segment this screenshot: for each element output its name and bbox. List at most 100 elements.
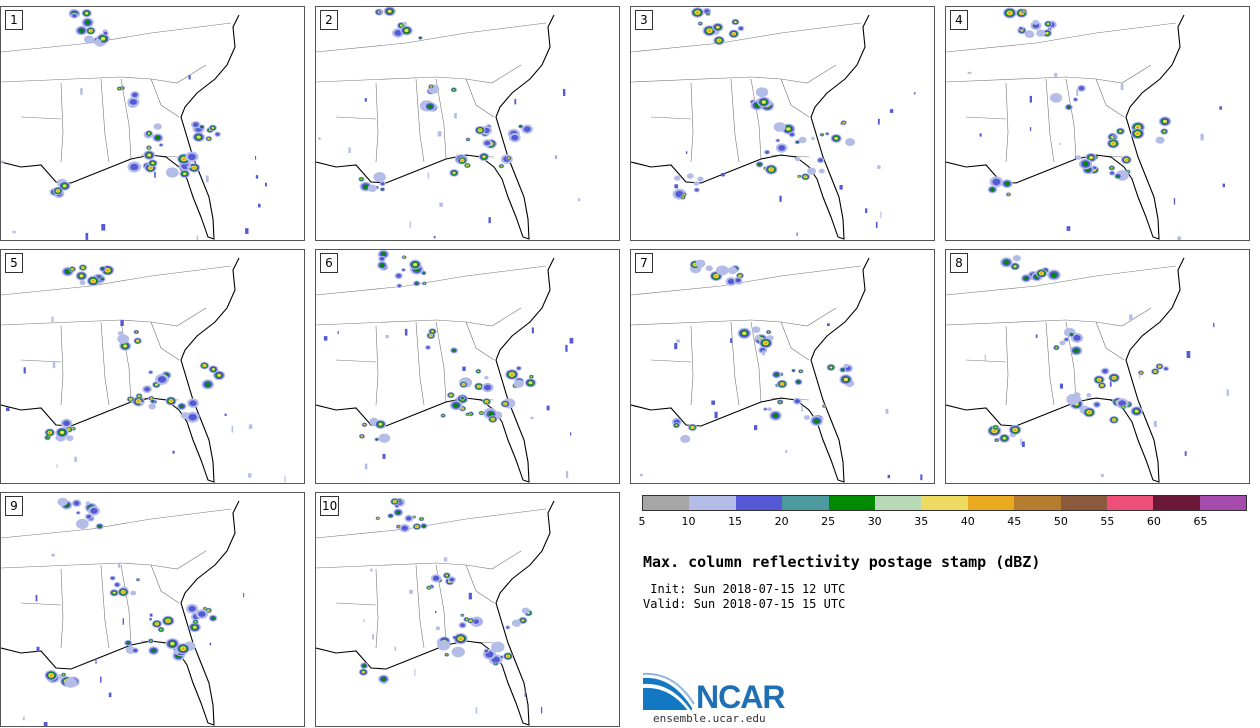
- reflectivity-speck: [364, 463, 368, 470]
- reflectivity-echo: [402, 268, 405, 271]
- reflectivity-echo: [48, 431, 52, 434]
- reflectivity-speck: [323, 336, 328, 341]
- reflectivity-speck: [531, 327, 534, 334]
- reflectivity-speck: [565, 471, 569, 478]
- state-border: [946, 307, 1152, 327]
- reflectivity-echo: [523, 126, 531, 132]
- reflectivity-echo: [138, 395, 141, 397]
- reflectivity-echo: [130, 590, 137, 596]
- reflectivity-echo: [437, 640, 451, 651]
- reflectivity-echo: [396, 273, 402, 278]
- reflectivity-echo: [826, 133, 828, 135]
- reflectivity-speck: [887, 474, 891, 479]
- member-number-label: 5: [5, 253, 23, 273]
- reflectivity-speck: [880, 211, 882, 219]
- reflectivity-echo: [1112, 376, 1116, 380]
- reflectivity-echo: [1046, 22, 1050, 25]
- reflectivity-echo: [148, 403, 156, 410]
- reflectivity-echo: [85, 501, 91, 505]
- reflectivity-echo: [735, 278, 741, 283]
- reflectivity-echo: [699, 22, 702, 25]
- reflectivity-echo: [842, 121, 845, 124]
- reflectivity-echo: [378, 422, 383, 426]
- reflectivity-echo: [1007, 11, 1012, 15]
- reflectivity-echo: [780, 382, 784, 386]
- reflectivity-echo: [404, 28, 409, 33]
- reflectivity-echo: [144, 386, 151, 392]
- colorbar-tick-label: 55: [1100, 515, 1115, 528]
- reflectivity-echo: [757, 163, 762, 166]
- reflectivity-echo: [794, 156, 801, 162]
- reflectivity-echo: [445, 654, 448, 656]
- state-border: [750, 78, 762, 160]
- reflectivity-echo: [85, 11, 89, 15]
- reflectivity-echo: [466, 413, 469, 415]
- reflectivity-echo: [181, 647, 186, 651]
- reflectivity-speck: [578, 198, 581, 202]
- reflectivity-echo: [772, 413, 779, 418]
- reflectivity-speck: [205, 175, 209, 183]
- reflectivity-speck: [563, 89, 566, 96]
- reflectivity-echo: [101, 267, 105, 270]
- reflectivity-echo: [513, 379, 524, 388]
- reflectivity-speck: [248, 473, 252, 478]
- reflectivity-echo: [1100, 384, 1104, 387]
- reflectivity-echo: [510, 373, 514, 376]
- member-number-label: 1: [5, 10, 23, 30]
- reflectivity-speck: [488, 217, 491, 224]
- state-border: [335, 359, 377, 363]
- reflectivity-echo: [56, 189, 60, 192]
- reflectivity-echo: [110, 576, 115, 580]
- reflectivity-echo: [1127, 171, 1130, 173]
- reflectivity-echo: [715, 265, 729, 276]
- reflectivity-echo: [461, 614, 463, 616]
- reflectivity-echo: [403, 256, 405, 258]
- state-border: [1095, 321, 1125, 361]
- colorbar-swatch-5: [828, 496, 875, 510]
- reflectivity-echo: [149, 371, 153, 374]
- reflectivity-echo: [1002, 436, 1007, 440]
- reflectivity-speck: [1066, 226, 1071, 231]
- reflectivity-echo: [841, 368, 845, 371]
- ensemble-member-panel-5: 5: [0, 249, 305, 484]
- reflectivity-echo: [461, 397, 464, 399]
- state-border: [690, 325, 694, 406]
- reflectivity-echo: [84, 35, 94, 44]
- reflectivity-speck: [711, 400, 715, 405]
- reflectivity-echo: [466, 164, 469, 167]
- reflectivity-speck: [36, 646, 40, 652]
- reflectivity-echo: [764, 408, 767, 411]
- colorbar-swatch-3: [735, 496, 783, 510]
- reflectivity-speck: [674, 343, 678, 350]
- state-border: [965, 116, 1007, 120]
- state-border: [631, 265, 862, 296]
- reflectivity-speck: [779, 195, 782, 202]
- reflectivity-echo: [130, 163, 139, 171]
- reflectivity-speck: [427, 172, 430, 179]
- reflectivity-echo: [387, 9, 392, 13]
- reflectivity-speck: [877, 118, 880, 125]
- reflectivity-echo: [413, 262, 418, 267]
- state-border: [631, 22, 862, 53]
- reflectivity-echo: [207, 138, 210, 140]
- reflectivity-echo: [528, 381, 533, 385]
- reflectivity-speck: [811, 136, 815, 140]
- reflectivity-echo: [508, 157, 510, 159]
- reflectivity-echo: [136, 340, 139, 342]
- ensemble-member-panel-8: 8: [945, 249, 1250, 484]
- reflectivity-speck: [394, 646, 397, 651]
- reflectivity-map: [946, 255, 1229, 483]
- reflectivity-echo: [1003, 260, 1010, 265]
- reflectivity-echo: [396, 510, 401, 515]
- state-border: [465, 321, 495, 361]
- reflectivity-echo: [64, 677, 78, 688]
- state-border: [316, 550, 522, 570]
- reflectivity-echo: [990, 188, 995, 192]
- reflectivity-echo: [147, 153, 152, 157]
- reflectivity-echo: [375, 438, 378, 441]
- state-border: [1045, 321, 1055, 406]
- reflectivity-echo: [674, 175, 681, 181]
- reflectivity-speck: [1022, 441, 1025, 447]
- colorbar-swatch-13: [1199, 496, 1247, 510]
- reflectivity-echo: [117, 334, 130, 344]
